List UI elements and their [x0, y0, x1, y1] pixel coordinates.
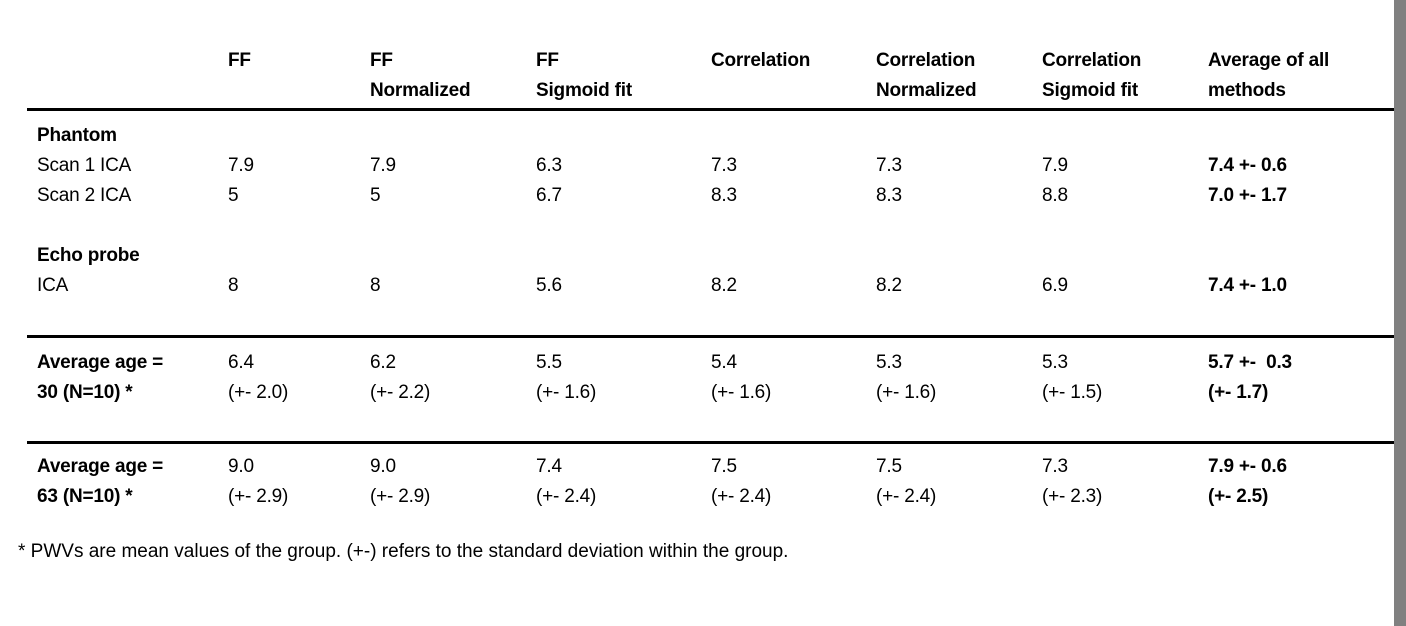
- header-divider-rule: [27, 108, 1394, 111]
- cell-age63-ff: 9.0 (+- 2.9): [228, 456, 289, 507]
- cell-age30-correlation-normalized: 5.3 (+- 1.6): [876, 352, 937, 403]
- cell-scan1-correlation-sigmoid: 7.9: [1042, 155, 1068, 176]
- table-row: Phantom: [27, 121, 1394, 151]
- cell-scan1-correlation-normalized: 7.3: [876, 155, 902, 176]
- cell-ica-ff-sigmoid: 5.6: [536, 275, 562, 296]
- cell-scan1-correlation: 7.3: [711, 155, 737, 176]
- row-label-age63: Average age = 63 (N=10) *: [37, 456, 164, 507]
- col-header-correlation-sigmoid-fit: Correlation Sigmoid fit: [1042, 50, 1142, 101]
- cell-ica-correlation-sigmoid: 6.9: [1042, 275, 1068, 296]
- section-label-echo-probe: Echo probe: [37, 245, 140, 266]
- cell-age30-correlation: 5.4 (+- 1.6): [711, 352, 772, 403]
- col-header-average-of-all-methods: Average of all methods: [1208, 50, 1330, 101]
- table-header-row: FF FF Normalized FF Sigmoid fit Correlat…: [27, 0, 1394, 108]
- cell-age63-ff-normalized: 9.0 (+- 2.9): [370, 456, 431, 507]
- row-label-scan2: Scan 2 ICA: [37, 185, 132, 206]
- cell-age63-correlation-sigmoid: 7.3 (+- 2.3): [1042, 456, 1103, 507]
- section-gap: [27, 301, 1394, 335]
- age30-section: Average age = 30 (N=10) * 6.4 (+- 2.0) 6…: [27, 338, 1394, 441]
- section-gap: [27, 408, 1394, 441]
- col-header-ff-normalized: FF Normalized: [370, 50, 471, 101]
- cell-ica-ff: 8: [228, 275, 239, 296]
- table-row: Scan 2 ICA 5 5 6.7 8.3 8.3 8.8 7.0 +- 1.…: [27, 181, 1394, 211]
- age63-section: Average age = 63 (N=10) * 9.0 (+- 2.9) 9…: [27, 444, 1394, 512]
- cell-age30-ff: 6.4 (+- 2.0): [228, 352, 289, 403]
- cell-scan2-correlation-normalized: 8.3: [876, 185, 902, 206]
- section-divider-rule: [27, 441, 1394, 444]
- cell-ica-ff-normalized: 8: [370, 275, 381, 296]
- col-header-empty: [27, 46, 228, 106]
- table-row: Echo probe: [27, 241, 1394, 271]
- table-row: ICA 8 8 5.6 8.2 8.2 6.9 7.4 +- 1.0: [27, 271, 1394, 301]
- cell-scan2-average: 7.0 +- 1.7: [1208, 185, 1287, 206]
- table-row: Scan 1 ICA 7.9 7.9 6.3 7.3 7.3 7.9 7.4 +…: [27, 151, 1394, 181]
- table-content: FF FF Normalized FF Sigmoid fit Correlat…: [18, 0, 1394, 564]
- cell-scan2-ff-normalized: 5: [370, 185, 381, 206]
- cell-age63-ff-sigmoid: 7.4 (+- 2.4): [536, 456, 597, 507]
- row-label-scan1: Scan 1 ICA: [37, 155, 132, 176]
- cell-age63-correlation: 7.5 (+- 2.4): [711, 456, 772, 507]
- cell-scan2-ff-sigmoid: 6.7: [536, 185, 562, 206]
- row-label-age30: Average age = 30 (N=10) *: [37, 352, 164, 403]
- cell-age63-correlation-normalized: 7.5 (+- 2.4): [876, 456, 937, 507]
- cell-age30-ff-sigmoid: 5.5 (+- 1.6): [536, 352, 597, 403]
- cell-age30-average: 5.7 +- 0.3 (+- 1.7): [1208, 352, 1292, 403]
- table-row: Average age = 63 (N=10) * 9.0 (+- 2.9) 9…: [27, 452, 1394, 512]
- col-header-correlation: Correlation: [711, 50, 811, 71]
- phantom-echo-section: Phantom Scan 1 ICA 7.9 7.9 6.3 7.3 7.3 7…: [27, 111, 1394, 335]
- cell-scan1-average: 7.4 +- 0.6: [1208, 155, 1287, 176]
- right-edge-bar: [1394, 0, 1406, 626]
- section-label-phantom: Phantom: [37, 125, 117, 146]
- table-row: Average age = 30 (N=10) * 6.4 (+- 2.0) 6…: [27, 348, 1394, 408]
- cell-scan2-correlation-sigmoid: 8.8: [1042, 185, 1068, 206]
- col-header-correlation-normalized: Correlation Normalized: [876, 50, 977, 101]
- section-divider-rule: [27, 335, 1394, 338]
- cell-age30-correlation-sigmoid: 5.3 (+- 1.5): [1042, 352, 1103, 403]
- cell-ica-correlation-normalized: 8.2: [876, 275, 902, 296]
- col-header-ff: FF: [228, 50, 251, 71]
- footnote: * PWVs are mean values of the group. (+-…: [18, 541, 789, 562]
- cell-age30-ff-normalized: 6.2 (+- 2.2): [370, 352, 431, 403]
- blank-row: [27, 211, 1394, 241]
- cell-scan1-ff-sigmoid: 6.3: [536, 155, 562, 176]
- row-label-ica: ICA: [37, 275, 69, 296]
- cell-scan1-ff: 7.9: [228, 155, 254, 176]
- cell-age63-average: 7.9 +- 0.6 (+- 2.5): [1208, 456, 1287, 507]
- cell-scan1-ff-normalized: 7.9: [370, 155, 396, 176]
- cell-scan2-correlation: 8.3: [711, 185, 737, 206]
- cell-scan2-ff: 5: [228, 185, 239, 206]
- cell-ica-average: 7.4 +- 1.0: [1208, 275, 1287, 296]
- cell-ica-correlation: 8.2: [711, 275, 737, 296]
- col-header-ff-sigmoid-fit: FF Sigmoid fit: [536, 50, 632, 101]
